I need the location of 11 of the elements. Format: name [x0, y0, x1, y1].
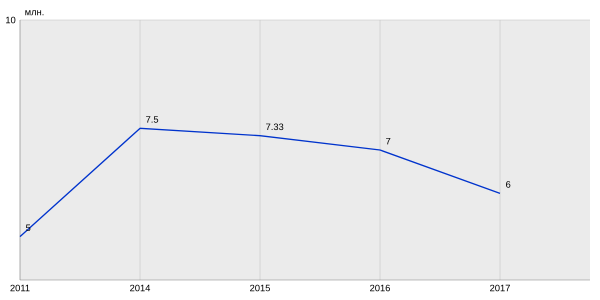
data-label: 6	[506, 181, 510, 188]
data-label: 7.33	[266, 124, 284, 130]
x-tick-label: 2011	[10, 284, 30, 292]
x-tick-label: 2016	[370, 284, 390, 292]
y-axis-title: млн.	[25, 10, 44, 16]
data-label: 7	[386, 138, 390, 144]
x-tick-label: 2015	[250, 284, 270, 292]
x-tick-label: 2017	[490, 284, 510, 292]
data-label: 7.5	[146, 116, 158, 123]
text: 10	[6, 16, 16, 24]
x-tick-label: 2014	[130, 284, 150, 292]
